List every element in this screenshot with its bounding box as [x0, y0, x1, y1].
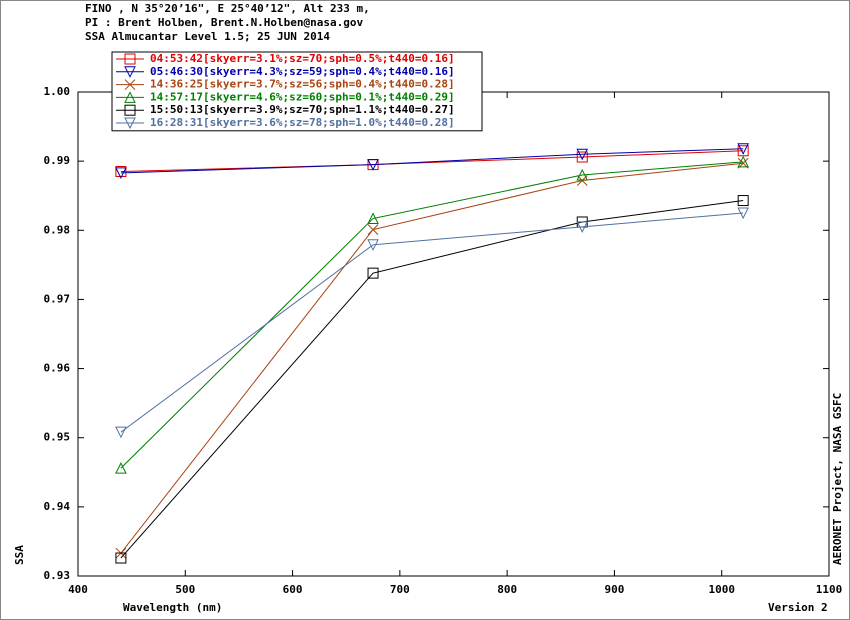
marker	[367, 267, 379, 279]
marker	[576, 221, 589, 233]
series-line	[120, 212, 744, 433]
series-line	[120, 161, 744, 469]
legend-box	[111, 51, 483, 132]
marker	[115, 552, 127, 564]
legend-marker	[124, 53, 136, 65]
marker	[576, 148, 589, 161]
x-axis-label: Wavelength (nm)	[123, 601, 222, 614]
legend-label: 05:46:30[skyerr=4.3%;sz=59;sph=0.4%;t440…	[150, 65, 455, 78]
series-line	[120, 148, 744, 174]
version-note: Version 2	[768, 601, 828, 614]
marker	[367, 159, 379, 171]
marker	[367, 224, 379, 235]
legend-marker	[124, 66, 136, 78]
marker	[737, 143, 749, 155]
series-line	[120, 162, 744, 554]
marker	[367, 212, 379, 225]
y-tick-label: 0.99	[44, 154, 71, 167]
legend-label: 14:36:25[skyerr=3.7%;sz=56;sph=0.4%;t440…	[150, 78, 455, 91]
legend-label: 16:28:31[skyerr=3.6%;sz=78;sph=1.0%;t440…	[150, 116, 455, 129]
marker	[576, 151, 588, 163]
side-note: AERONET Project, NASA GSFC	[831, 393, 844, 565]
marker	[576, 168, 589, 181]
legend-label: 15:50:13[skyerr=3.9%;sz=70;sph=1.1%;t440…	[150, 103, 455, 116]
x-tick-label: 1000	[708, 583, 735, 596]
marker	[737, 195, 749, 207]
marker	[115, 426, 127, 439]
x-tick-label: 700	[390, 583, 410, 596]
x-tick-label: 600	[283, 583, 303, 596]
marker	[115, 166, 127, 178]
series-line	[120, 150, 744, 173]
x-tick-label: 400	[68, 583, 88, 596]
marker	[737, 207, 749, 220]
y-axis-label: SSA	[13, 545, 26, 565]
marker	[115, 462, 127, 474]
x-tick-label: 500	[175, 583, 195, 596]
y-tick-label: 0.97	[44, 292, 71, 305]
legend-label: 14:57:17[skyerr=4.6%;sz=60;sph=0.1%;t440…	[150, 90, 455, 103]
y-tick-label: 0.93	[44, 569, 71, 582]
header-line: FINO , N 35°20’16", E 25°40’12", Alt 233…	[85, 2, 370, 15]
header-line: PI : Brent Holben, Brent.N.Holben@nasa.g…	[85, 16, 364, 29]
header-line: SSA Almucantar Level 1.5; 25 JUN 2014	[85, 30, 330, 43]
legend-label: 04:53:42[skyerr=3.1%;sz=70;sph=0.5%;t440…	[150, 52, 455, 65]
y-tick-label: 0.96	[44, 362, 71, 375]
y-tick-label: 1.00	[44, 85, 71, 98]
x-tick-label: 1100	[816, 583, 843, 596]
marker	[737, 155, 749, 168]
legend-marker	[124, 79, 136, 90]
legend-marker	[124, 104, 136, 116]
legend-marker	[124, 91, 136, 103]
y-tick-label: 0.94	[44, 500, 71, 513]
x-tick-label: 800	[497, 583, 517, 596]
y-tick-label: 0.95	[44, 431, 71, 444]
x-tick-label: 900	[604, 583, 624, 596]
marker	[115, 167, 127, 180]
marker	[367, 239, 379, 251]
y-tick-label: 0.98	[44, 223, 71, 236]
legend-marker	[124, 117, 136, 130]
series-line	[120, 200, 744, 559]
